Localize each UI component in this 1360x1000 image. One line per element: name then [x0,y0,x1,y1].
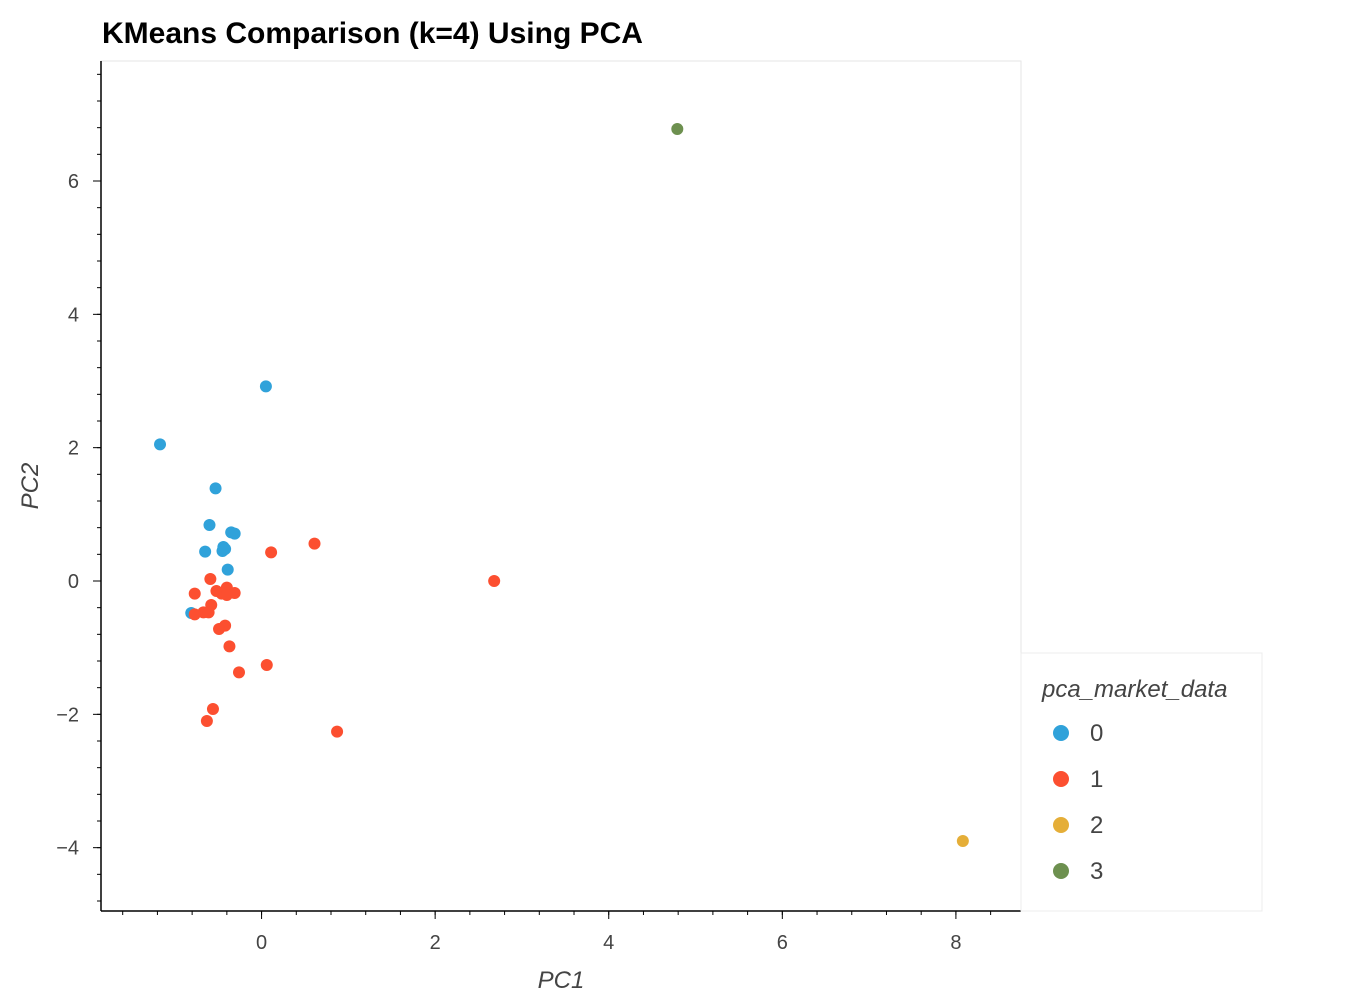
scatter-point-cluster-1 [488,575,501,587]
legend-label: 2 [1090,812,1103,839]
scatter-point-cluster-0 [221,563,234,576]
scatter-point-cluster-1 [204,573,217,585]
y-tick-label: −4 [56,838,79,860]
x-axis-ticks: 0 2 4 6 8 [122,911,992,954]
legend-title: pca_market_data [1041,676,1227,703]
legend-entries: 0 1 2 3 [1053,720,1103,885]
scatter-point-cluster-0 [259,380,272,393]
scatter-point-cluster-0 [209,482,222,495]
x-tick-label: 6 [777,932,788,954]
scatter-point-cluster-1 [188,608,201,621]
points-layer [154,123,969,847]
y-axis-label: PC2 [17,463,44,510]
x-tick-label: 2 [430,932,441,954]
legend: pca_market_data 0 1 2 3 [1020,652,1263,912]
scatter-point-cluster-0 [154,438,167,451]
x-axis-label: PC1 [538,967,585,994]
scatter-point-cluster-1 [265,546,278,559]
chart-title: KMeans Comparison (k=4) Using PCA [102,17,643,50]
scatter-point-cluster-1 [188,587,201,600]
x-tick-label: 0 [256,932,267,954]
y-tick-label: 2 [68,438,79,460]
legend-label: 0 [1090,720,1103,747]
scatter-point-cluster-1 [202,606,215,619]
y-axis-ticks: −4 −2 0 2 4 6 [56,73,101,902]
x-tick-label: 8 [950,932,961,954]
scatter-point-cluster-0 [228,527,241,540]
y-tick-label: 6 [68,171,79,193]
scatter-point-cluster-0 [216,545,229,557]
scatter-point-cluster-3 [671,123,684,135]
scatter-point-cluster-1 [200,715,213,727]
plot-area [100,60,1022,912]
legend-marker [1053,725,1069,741]
scatter-point-cluster-0 [199,545,212,558]
scatter-point-cluster-1 [260,659,273,671]
legend-label: 3 [1090,858,1103,885]
scatter-point-cluster-1 [213,623,226,635]
scatter-point-cluster-1 [331,725,344,738]
scatter-point-cluster-1 [308,537,321,550]
y-tick-label: 4 [68,304,79,326]
scatter-point-cluster-1 [233,666,245,679]
legend-marker [1053,817,1069,833]
scatter-point-cluster-1 [223,640,236,653]
y-tick-label: 0 [68,571,79,593]
scatter-point-cluster-0 [203,519,216,531]
scatter-point-cluster-2 [956,835,969,847]
scatter-point-cluster-1 [220,589,233,601]
legend-marker [1053,771,1069,787]
y-tick-label: −2 [56,704,79,726]
legend-marker [1053,863,1069,879]
x-tick-label: 4 [603,932,614,954]
scatter-point-cluster-1 [206,703,219,715]
legend-label: 1 [1090,766,1103,793]
